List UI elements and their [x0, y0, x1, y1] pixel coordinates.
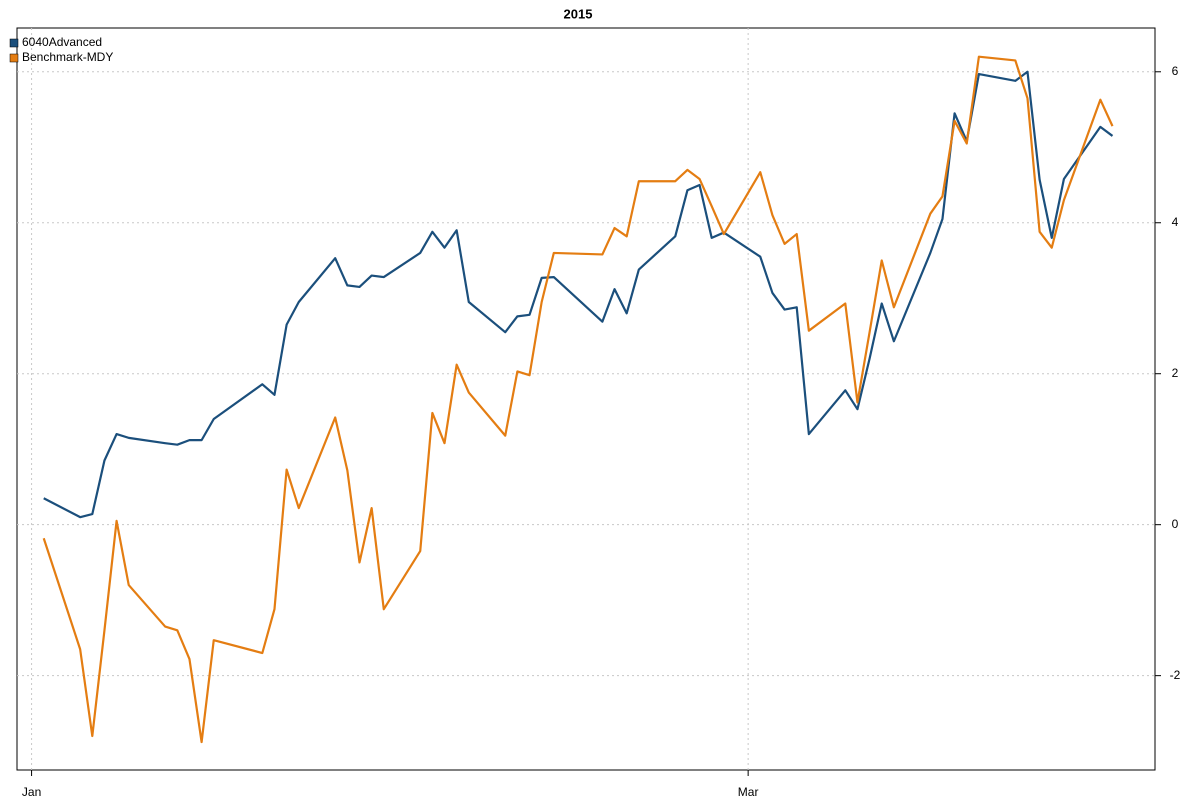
y-tick-label: 6 [1172, 64, 1179, 78]
x-tick-label: Jan [22, 785, 41, 799]
y-tick-label: 4 [1172, 215, 1179, 229]
legend-label: Benchmark-MDY [22, 50, 113, 64]
legend-swatch [9, 53, 19, 63]
chart-title: 2015 [564, 6, 593, 21]
series-line [42, 55, 1114, 744]
y-tick-label: -2 [1170, 668, 1181, 682]
x-tick-label: Mar [738, 785, 759, 799]
series-line [43, 70, 1114, 519]
y-tick-label: 2 [1172, 366, 1179, 380]
plot-frame [16, 27, 1156, 771]
legend-swatch [9, 38, 19, 48]
legend-label: 6040Advanced [22, 35, 102, 49]
y-tick-label: 0 [1172, 517, 1179, 531]
